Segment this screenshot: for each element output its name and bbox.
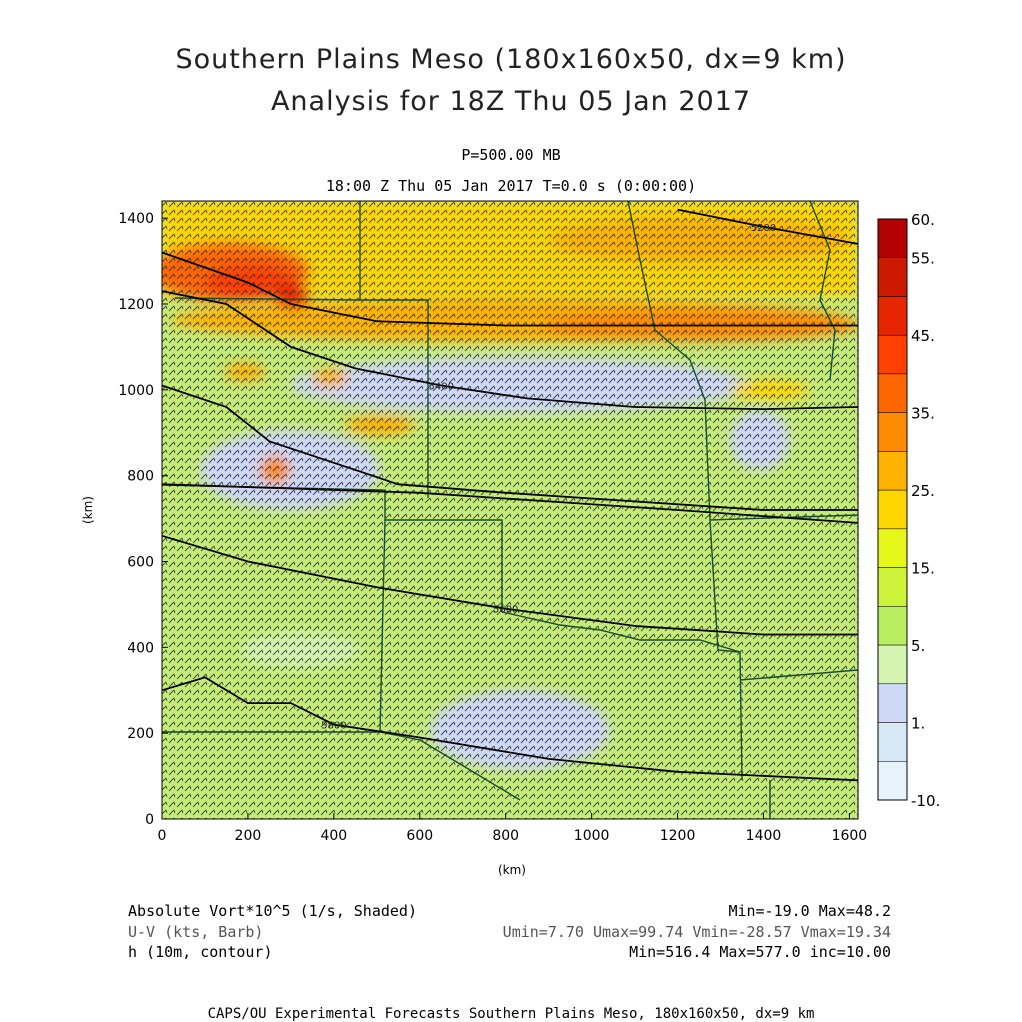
y-tick-label: 400 <box>127 640 154 656</box>
colorbar-swatch <box>877 218 908 258</box>
colorbar-swatch <box>877 373 908 413</box>
chart-subtitle: Analysis for 18Z Thu 05 Jan 2017 <box>270 86 752 117</box>
height-contour <box>161 676 859 782</box>
x-axis-label: (km) <box>498 863 526 877</box>
height-contour <box>677 208 859 245</box>
height-contour <box>161 534 858 636</box>
height-contour <box>161 251 858 327</box>
colorbar-label: 35. <box>911 405 935 423</box>
y-tick-label: 200 <box>127 726 154 742</box>
colorbar-swatch <box>877 451 908 491</box>
colorbar-swatch <box>877 334 908 375</box>
colorbar-swatch <box>877 528 908 568</box>
vorticity-field <box>162 201 858 819</box>
colorbar-swatch <box>877 567 908 607</box>
colorbar-swatch <box>877 761 908 801</box>
y-tick-label: 1400 <box>118 211 154 227</box>
legend-vorticity-range: Min=-19.0 Max=48.2 <box>728 902 891 920</box>
footer-credit: CAPS/OU Experimental Forecasts Southern … <box>207 1006 815 1022</box>
pressure-level: P=500.00 MB <box>461 146 561 164</box>
legend-vorticity-label: Absolute Vort*10^5 (1/s, Shaded) <box>128 902 417 920</box>
x-axis: 0 200 400 600 800 1000 1200 1400 1600 <box>158 813 868 844</box>
height-contour <box>161 290 859 411</box>
contour-label: 5600 <box>493 605 518 616</box>
x-tick-label: 1600 <box>832 828 868 844</box>
legend-height-label: h (10m, contour) <box>128 943 273 961</box>
x-tick-label: 400 <box>320 828 347 844</box>
colorbar: 60. 55. 45. 35. 25. 15. 5. 1. -10. <box>877 211 940 810</box>
x-tick-label: 600 <box>406 828 433 844</box>
colorbar-label: 55. <box>911 250 935 268</box>
colorbar-label: -10. <box>911 792 940 810</box>
colorbar-swatch <box>877 296 908 336</box>
x-tick-label: 800 <box>492 828 519 844</box>
colorbar-label: 60. <box>911 211 935 229</box>
x-tick-label: 200 <box>235 828 262 844</box>
colorbar-swatch <box>877 412 908 452</box>
colorbar-swatch <box>877 489 908 530</box>
legend-wind-range: Umin=7.70 Umax=99.74 Vmin=-28.57 Vmax=19… <box>502 923 891 941</box>
colorbar-swatch <box>877 257 908 297</box>
colorbar-swatch <box>877 644 908 685</box>
colorbar-label: 5. <box>911 637 925 655</box>
colorbar-swatch <box>877 606 908 646</box>
colorbar-label: 1. <box>911 715 925 733</box>
y-axis-label: (km) <box>81 496 95 524</box>
y-axis: 0 200 400 600 800 1000 1200 1400 <box>118 211 168 828</box>
colorbar-frame <box>877 218 908 801</box>
x-tick-label: 1200 <box>660 828 696 844</box>
colorbar-label: 25. <box>911 482 935 500</box>
colorbar-label: 45. <box>911 327 935 345</box>
colorbar-label: 15. <box>911 560 935 578</box>
legend-wind-label: U-V (kts, Barb) <box>128 923 264 941</box>
height-contours: 5200 5400 5600 5800 <box>161 208 859 782</box>
y-tick-label: 800 <box>127 469 154 485</box>
y-tick-label: 1200 <box>118 297 154 313</box>
y-tick-label: 1000 <box>118 383 154 399</box>
x-tick-label: 0 <box>158 828 167 844</box>
colorbar-swatch <box>877 722 908 762</box>
height-contour <box>161 384 858 511</box>
legend-height-range: Min=516.4 Max=577.0 inc=10.00 <box>629 943 891 961</box>
y-tick-label: 0 <box>145 812 154 828</box>
y-tick-label: 600 <box>127 555 154 571</box>
contour-label: 5800 <box>321 721 346 732</box>
x-tick-label: 1400 <box>746 828 782 844</box>
x-tick-label: 1000 <box>574 828 610 844</box>
chart-title: Southern Plains Meso (180x160x50, dx=9 k… <box>175 44 847 75</box>
valid-time: 18:00 Z Thu 05 Jan 2017 T=0.0 s (0:00:00… <box>325 177 697 195</box>
height-contour <box>161 483 859 524</box>
contour-label: 5400 <box>429 382 454 393</box>
colorbar-swatch <box>877 683 908 723</box>
plot-frame <box>161 200 859 820</box>
contour-label: 5200 <box>751 223 776 234</box>
